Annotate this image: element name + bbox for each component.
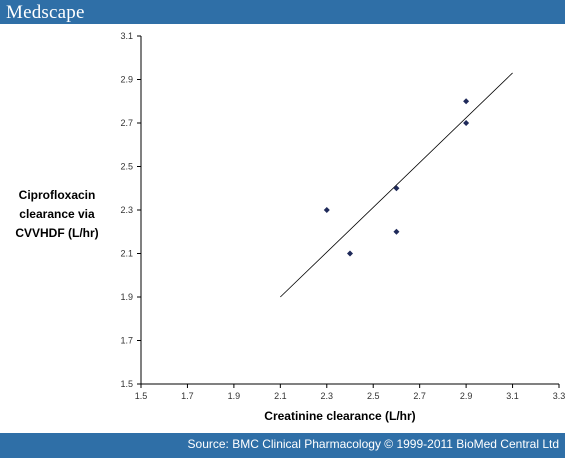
y-axis-label-line: clearance via (19, 207, 95, 221)
x-axis-ticks: 1.5 1.7 1.9 2.1 2.3 2.5 2.7 2.9 3.1 3.3 (135, 384, 565, 401)
medscape-logo: Medscape (6, 2, 85, 23)
x-tick-label: 2.7 (413, 391, 426, 401)
y-tick-label: 2.7 (120, 118, 133, 128)
header-bar: Medscape (0, 0, 565, 24)
y-tick-label: 2.9 (120, 75, 133, 85)
data-point (463, 120, 470, 126)
trendline (280, 72, 513, 298)
data-point (393, 228, 400, 235)
y-tick-label: 3.1 (120, 31, 133, 41)
y-axis-label-line: CVVHDF (L/hr) (15, 226, 99, 240)
y-axis-label: Ciprofloxacin clearance via CVVHDF (L/hr… (2, 186, 112, 243)
x-tick-label: 3.3 (553, 391, 565, 401)
x-axis-label: Creatinine clearance (L/hr) (264, 409, 416, 423)
x-tick-label: 3.1 (506, 391, 519, 401)
y-tick-label: 1.9 (120, 292, 133, 302)
data-point (347, 250, 353, 257)
data-points (323, 98, 470, 257)
x-tick-label: 1.7 (181, 391, 194, 401)
source-credit: Source: BMC Clinical Pharmacology © 1999… (187, 437, 559, 451)
x-tick-label: 2.5 (367, 391, 380, 401)
y-tick-label: 2.5 (120, 162, 133, 172)
x-tick-label: 1.9 (228, 391, 241, 401)
data-point (393, 185, 400, 192)
y-axis-label-line: Ciprofloxacin (18, 188, 96, 202)
y-tick-label: 2.1 (120, 249, 133, 259)
y-axis-ticks: 1.5 1.7 1.9 2.1 2.3 2.5 2.7 2.9 3.1 (120, 31, 141, 389)
scatter-chart: 1.5 1.7 1.9 2.1 2.3 2.5 2.7 2.9 3.1 1.5 1.7 1.9 2.1… (120, 31, 565, 401)
x-tick-label: 2.9 (460, 391, 473, 401)
x-tick-label: 1.5 (135, 391, 148, 401)
data-point (463, 98, 470, 105)
footer-bar: Source: BMC Clinical Pharmacology © 1999… (0, 433, 565, 458)
y-tick-label: 1.5 (120, 379, 133, 389)
x-tick-label: 2.3 (321, 391, 334, 401)
trendline-group (280, 72, 513, 298)
data-point (323, 207, 330, 213)
x-tick-label: 2.1 (274, 391, 287, 401)
y-tick-label: 1.7 (120, 336, 133, 346)
y-tick-label: 2.3 (120, 205, 133, 215)
